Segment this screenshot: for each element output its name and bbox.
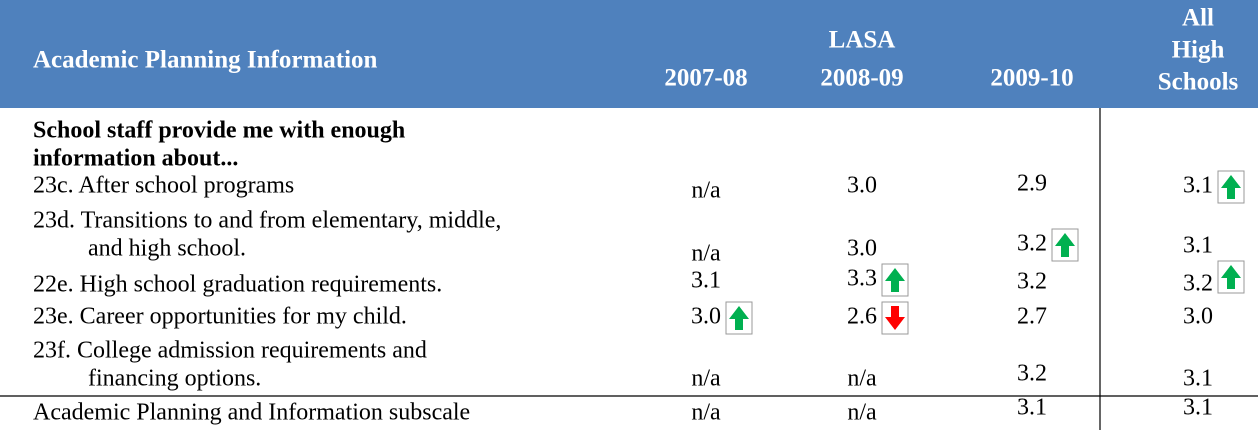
cell-value: n/a [847, 400, 877, 426]
trend-arrow [725, 301, 753, 335]
cell-value: 3.1 [1183, 395, 1213, 421]
trend-arrow [1051, 228, 1079, 262]
cell-value: 3.0 [1183, 304, 1213, 330]
arrow-up [1221, 265, 1241, 289]
column-header: 2007-08 [664, 65, 747, 92]
column-header: Schools [1158, 69, 1239, 96]
cell-value: 2.6 [847, 304, 877, 330]
cell-value: 2.7 [1017, 304, 1047, 330]
row-label: 23e. Career opportunities for my child. [33, 304, 407, 330]
cell-value: 3.1 [691, 268, 721, 294]
row-label: Academic Planning and Information subsca… [33, 400, 470, 426]
section-heading: information about... [33, 146, 238, 172]
cell-value: 3.0 [691, 304, 721, 330]
column-header: All [1182, 5, 1214, 32]
trend-arrow [881, 301, 909, 335]
arrow-up [1221, 175, 1241, 199]
cell-value: 3.1 [1183, 233, 1213, 259]
row-label: financing options. [88, 366, 261, 392]
column-header: 2008-09 [820, 65, 903, 92]
row-label: 23d. Transitions to and from elementary,… [33, 208, 501, 234]
group-label: LASA [829, 27, 896, 54]
cell-value: 3.1 [1183, 173, 1213, 199]
trend-arrow [881, 263, 909, 297]
cell-value: 3.2 [1017, 231, 1047, 257]
arrow-up [1055, 233, 1075, 257]
header-band [0, 0, 1258, 108]
cell-value: n/a [691, 366, 721, 392]
section-heading: School staff provide me with enough [33, 118, 405, 144]
arrow-down [885, 306, 905, 330]
row-label: 23f. College admission requirements and [33, 338, 427, 364]
cell-value: 3.2 [1183, 271, 1213, 297]
table-title: Academic Planning Information [33, 47, 378, 74]
cell-value: n/a [847, 366, 877, 392]
arrow-up [885, 268, 905, 292]
cell-value: n/a [691, 400, 721, 426]
row-label: 22e. High school graduation requirements… [33, 272, 442, 298]
cell-value: 3.3 [847, 266, 877, 292]
row-label: 23c. After school programs [33, 173, 294, 199]
cell-value: 3.1 [1183, 366, 1213, 392]
cell-value: n/a [691, 241, 721, 267]
trend-arrow [1217, 170, 1245, 204]
cell-value: n/a [691, 178, 721, 204]
row-label: and high school. [88, 236, 246, 262]
trend-arrow [1217, 260, 1245, 294]
cell-value: 3.0 [847, 173, 877, 199]
column-header: High [1172, 37, 1225, 64]
cell-value: 3.2 [1017, 361, 1047, 387]
arrow-up [729, 306, 749, 330]
cell-value: 3.0 [847, 236, 877, 262]
cell-value: 3.2 [1017, 269, 1047, 295]
cell-value: 3.1 [1017, 395, 1047, 421]
cell-value: 2.9 [1017, 171, 1047, 197]
column-header: 2009-10 [990, 65, 1073, 92]
